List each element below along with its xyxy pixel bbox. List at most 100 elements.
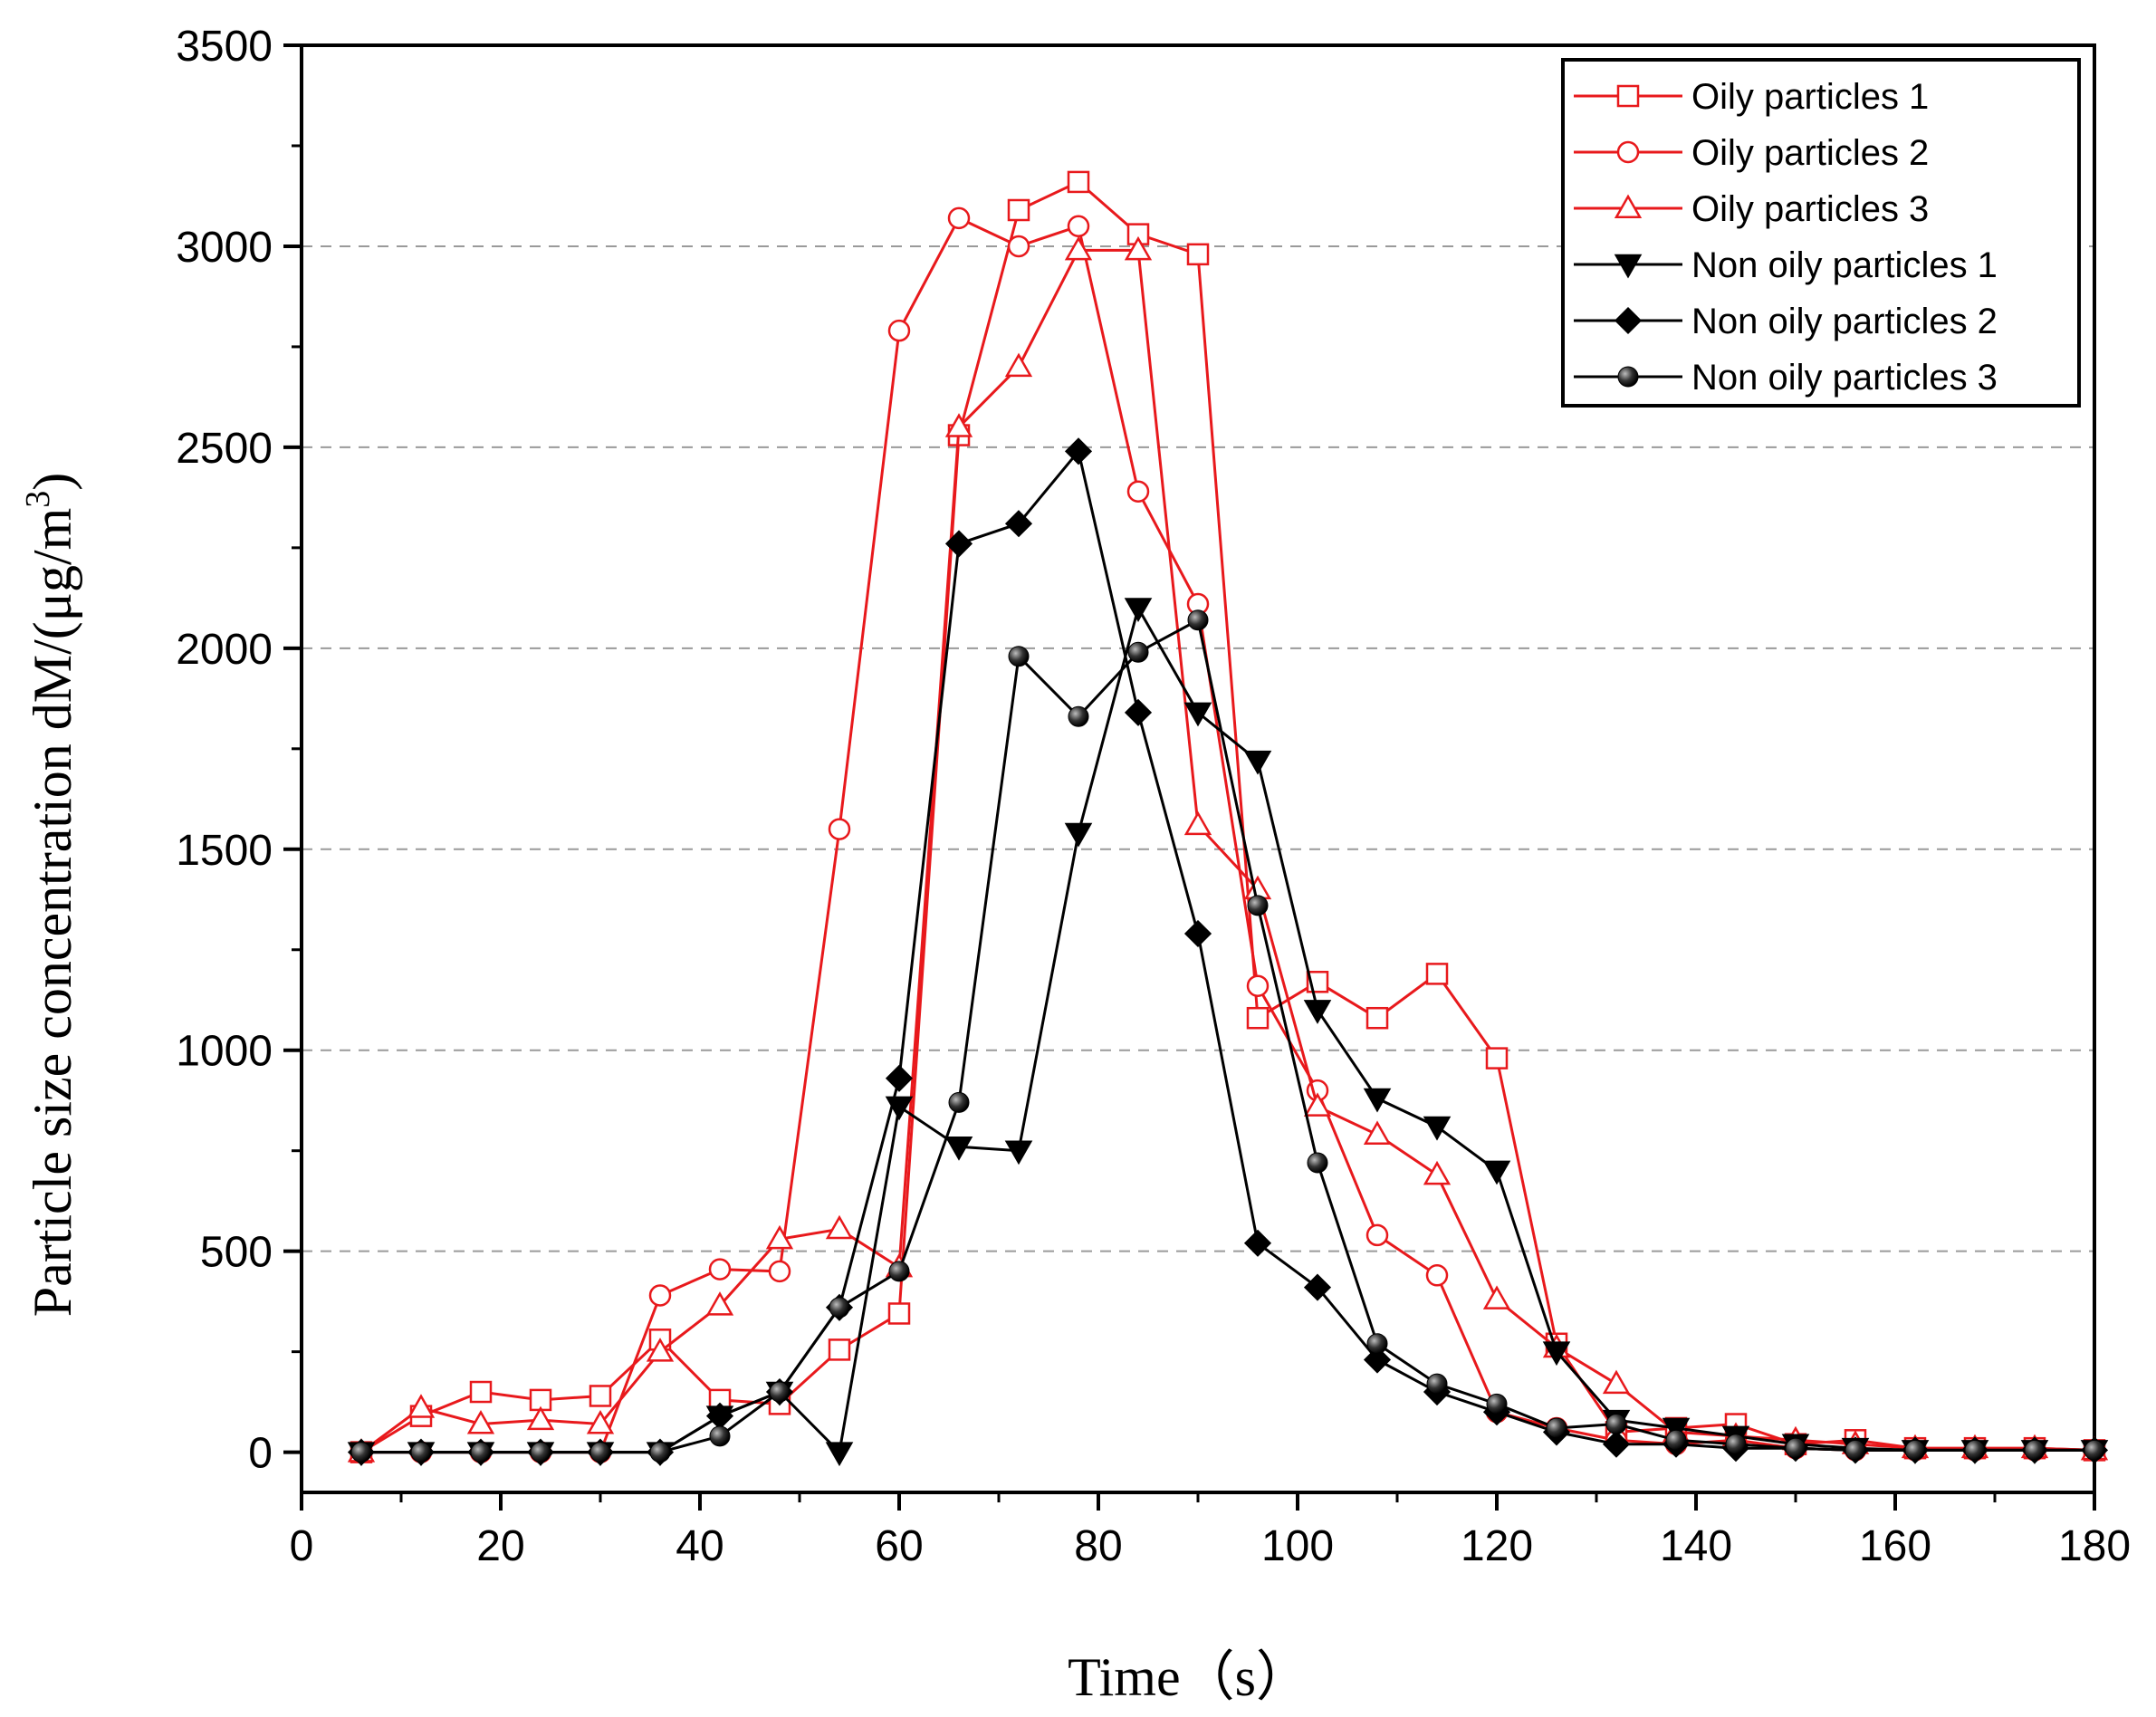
legend-label: Oily particles 3 <box>1691 189 1929 229</box>
legend-label: Oily particles 1 <box>1691 77 1929 117</box>
data-point <box>407 1394 436 1418</box>
legend-entry-3: Oily particles 3 <box>1574 189 1929 229</box>
y-tick-label: 3500 <box>176 23 273 71</box>
data-point <box>646 1338 675 1362</box>
y-axis-title-main: Particle size concentration dM/(μg/m <box>23 508 82 1318</box>
data-point <box>825 1442 854 1467</box>
data-point <box>1542 1341 1571 1367</box>
data-point <box>828 1338 851 1361</box>
series-layer <box>347 170 2109 1467</box>
data-point <box>1365 1223 1389 1247</box>
data-point <box>1605 1414 1627 1435</box>
data-point <box>470 1442 492 1463</box>
data-point <box>769 1381 791 1403</box>
data-point <box>1486 1393 1508 1415</box>
data-point <box>1845 1439 1866 1461</box>
axis-labels: 0 20 40 60 80 100 120 140 160 180 0 500 1000 1500 2000… <box>176 23 2131 1570</box>
data-point <box>530 1442 551 1463</box>
data-point <box>1365 1006 1389 1030</box>
data-point <box>948 1091 970 1113</box>
series-line <box>360 248 2095 1453</box>
data-point <box>708 1258 732 1281</box>
y-tick-label: 0 <box>248 1430 273 1478</box>
data-point <box>887 319 911 342</box>
data-point <box>1423 1116 1452 1141</box>
data-point <box>1303 1273 1332 1301</box>
data-point <box>1067 215 1090 237</box>
y-tick-label: 1000 <box>176 1028 273 1076</box>
data-point <box>768 1260 791 1283</box>
legend-marker <box>1614 254 1643 279</box>
y-tick-label: 2500 <box>176 425 273 473</box>
legend-entry-2: Oily particles 2 <box>1574 133 1929 173</box>
data-point <box>1482 1285 1511 1309</box>
data-point <box>1303 1000 1332 1024</box>
y-tick-label: 500 <box>200 1229 273 1277</box>
data-point <box>1485 1047 1509 1070</box>
data-point <box>1243 1229 1272 1257</box>
data-point <box>1964 1439 1986 1461</box>
data-point <box>648 1284 672 1307</box>
legend-label: Non oily particles 2 <box>1691 302 1998 341</box>
data-point <box>1307 1152 1328 1174</box>
data-point <box>1007 235 1030 258</box>
x-tick-label: 100 <box>1261 1522 1334 1570</box>
data-point <box>1186 243 1210 266</box>
data-point <box>705 1291 734 1316</box>
data-point <box>586 1410 615 1434</box>
legend-label: Oily particles 2 <box>1691 133 1929 173</box>
data-point <box>1247 895 1269 916</box>
data-point <box>1303 1092 1332 1117</box>
data-point <box>589 1442 611 1463</box>
data-point <box>944 413 973 437</box>
legend-box <box>1561 58 2081 408</box>
y-tick-label: 3000 <box>176 224 273 272</box>
data-point <box>1004 352 1033 378</box>
data-point <box>1725 1434 1747 1455</box>
data-point <box>1067 170 1090 194</box>
y-tick-label: 1500 <box>176 827 273 875</box>
x-tick-label: 0 <box>290 1522 314 1570</box>
data-point <box>1602 1430 1631 1458</box>
legend-marker <box>1616 84 1640 108</box>
x-tick-label: 140 <box>1660 1522 1732 1570</box>
data-point <box>709 1425 731 1447</box>
legend-marker <box>1617 366 1639 388</box>
legend-label: Non oily particles 3 <box>1691 358 1998 398</box>
data-point <box>1602 1369 1631 1395</box>
data-point <box>2024 1439 2046 1461</box>
data-point <box>944 1137 973 1161</box>
data-point <box>1004 510 1033 538</box>
data-point <box>589 1385 612 1407</box>
y-axis-title-end: ) <box>23 473 82 491</box>
x-tick-label: 160 <box>1859 1522 1931 1570</box>
data-point <box>526 1405 555 1431</box>
data-point <box>828 818 851 840</box>
data-point <box>1426 1373 1448 1395</box>
data-point <box>765 1224 794 1250</box>
data-point <box>410 1442 432 1463</box>
data-point <box>1124 698 1153 726</box>
data-point <box>1064 437 1093 465</box>
data-point <box>2084 1439 2105 1461</box>
data-point <box>888 1261 910 1282</box>
x-tick-label: 180 <box>2058 1522 2131 1570</box>
data-point <box>1662 1417 1691 1443</box>
data-point <box>1363 1088 1392 1113</box>
data-point <box>947 206 971 230</box>
x-tick-label: 60 <box>875 1522 923 1570</box>
legend-entry-4: Non oily particles 1 <box>1574 245 1998 285</box>
data-point <box>1064 822 1093 848</box>
data-point <box>1008 646 1030 667</box>
data-point <box>1425 963 1449 985</box>
data-point <box>1124 598 1153 622</box>
series-4 <box>347 598 2109 1467</box>
legend-entry-5: Non oily particles 2 <box>1574 302 1998 341</box>
data-point <box>1785 1437 1806 1459</box>
series-line <box>361 447 2094 1454</box>
data-point <box>1482 1160 1511 1185</box>
data-point <box>1665 1429 1687 1451</box>
data-point <box>887 1302 911 1325</box>
legend: Oily particles 1 Oily particles 2 Oily par… <box>1561 58 2081 408</box>
